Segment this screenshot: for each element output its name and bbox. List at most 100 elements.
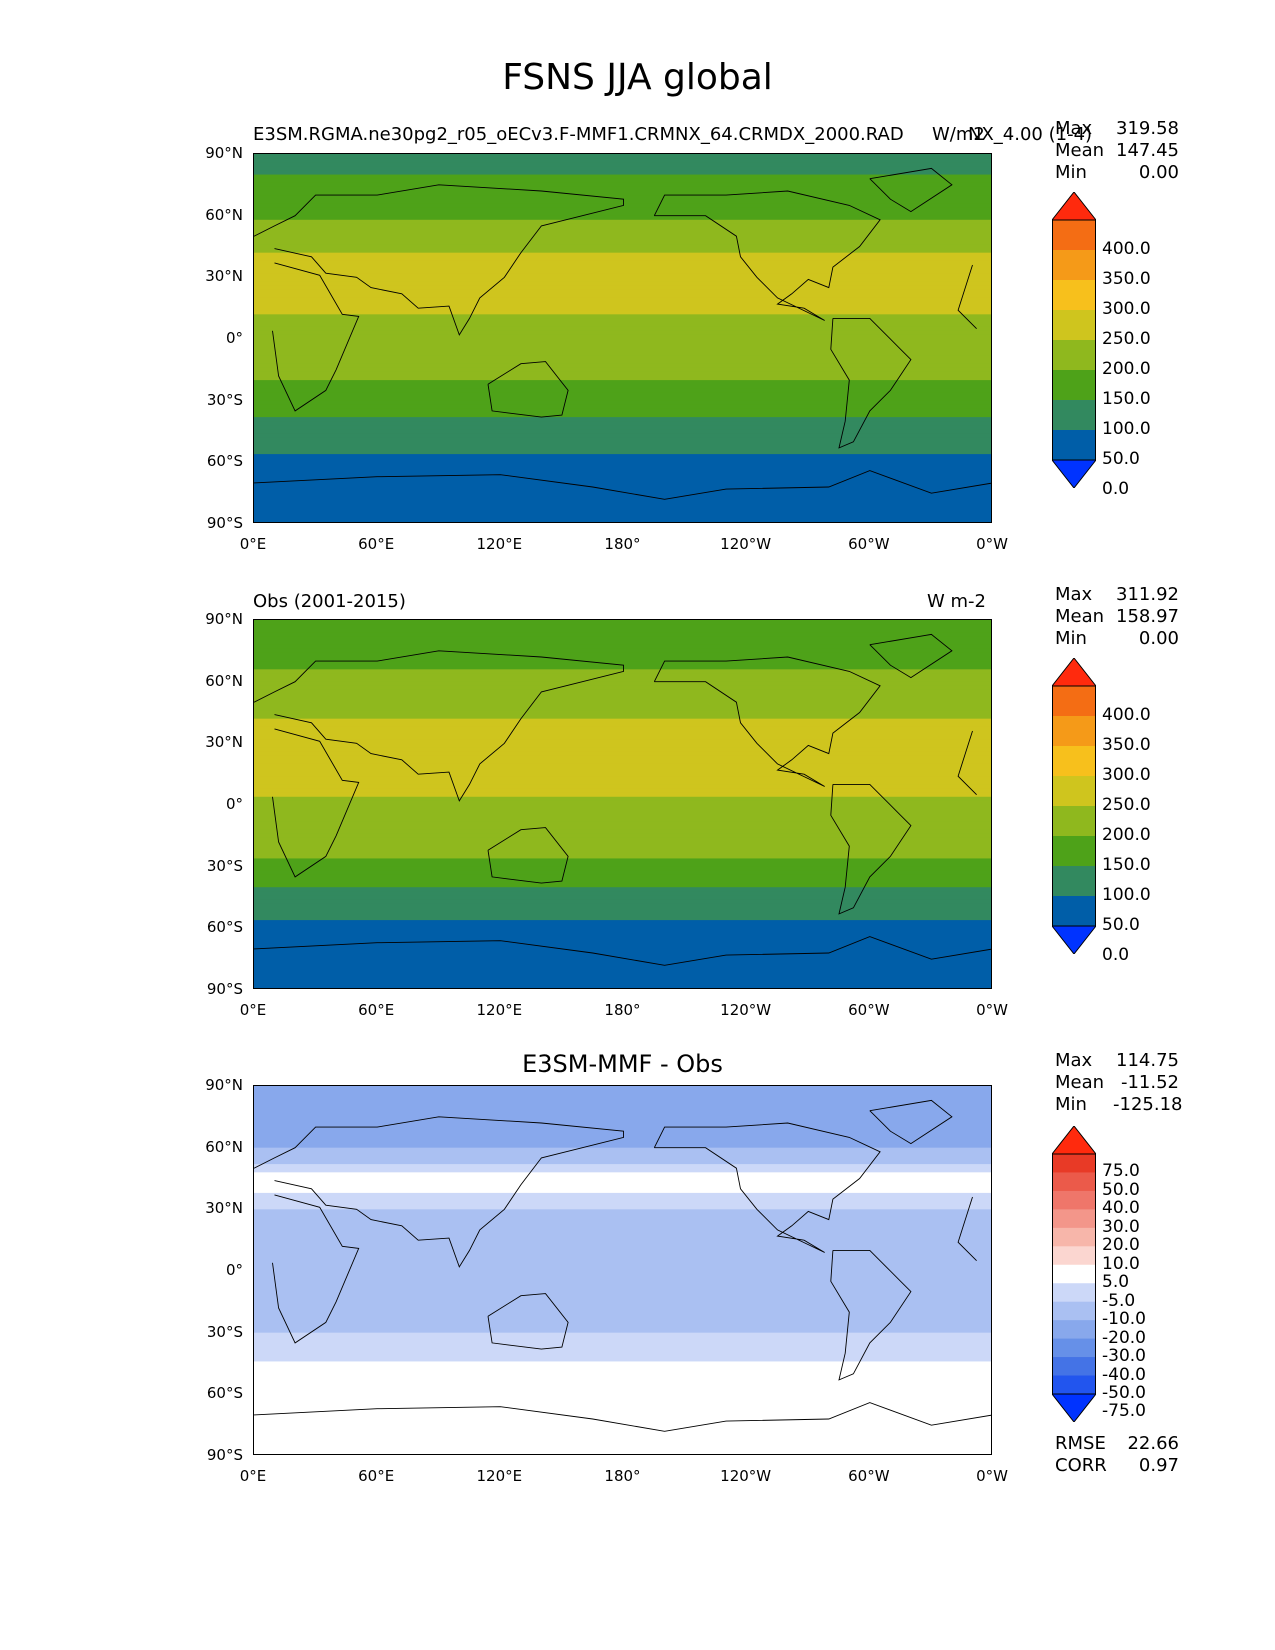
colorbar-tick-label: 40.0 — [1102, 1198, 1140, 1219]
coastline — [830, 1249, 912, 1381]
band — [254, 735, 991, 740]
band — [254, 1205, 991, 1210]
band — [254, 833, 991, 839]
band — [254, 285, 991, 291]
colorbar-segment — [1052, 1320, 1096, 1340]
band — [254, 182, 991, 188]
colorbar-tick-label: -10.0 — [1102, 1309, 1146, 1330]
band — [254, 314, 991, 320]
band — [254, 474, 991, 480]
coastline — [487, 827, 569, 884]
colorbar-tick-label: 150.0 — [1102, 389, 1151, 409]
lon-tick-label: 60°E — [358, 1001, 395, 1019]
band — [254, 1242, 991, 1247]
band — [254, 408, 991, 414]
corr-label: CORR — [1055, 1455, 1107, 1476]
band — [254, 1127, 991, 1132]
lon-tick-label: 180° — [604, 1467, 641, 1485]
min-value: 0.00 — [1138, 162, 1179, 183]
band — [254, 1312, 991, 1317]
colorbar-segment — [1052, 1264, 1096, 1284]
band — [254, 1447, 991, 1453]
band — [254, 805, 991, 810]
band — [254, 850, 991, 855]
colorbar-segment — [1052, 686, 1096, 717]
min-label: Min — [1055, 1094, 1087, 1115]
band — [254, 862, 991, 868]
zonal-bands — [254, 1086, 991, 1454]
colorbar-segment — [1052, 430, 1096, 461]
band — [254, 203, 991, 209]
band — [254, 1431, 991, 1437]
lon-tick-label: 0°E — [239, 1467, 267, 1485]
band — [254, 347, 991, 352]
band — [254, 1266, 991, 1272]
band — [254, 413, 991, 418]
band — [254, 363, 991, 369]
colorbar-tick-label: 100.0 — [1102, 419, 1151, 439]
band — [254, 1361, 991, 1367]
band — [254, 1254, 991, 1260]
lon-tick-label: 0°W — [976, 1001, 1008, 1019]
band — [254, 441, 991, 447]
panel1-map — [253, 153, 992, 523]
band — [254, 478, 991, 484]
band — [254, 928, 991, 934]
band — [254, 454, 991, 459]
band — [254, 499, 991, 505]
band — [254, 1238, 991, 1243]
band — [254, 219, 991, 225]
band — [254, 174, 991, 180]
lat-tick-label: 90°S — [206, 980, 243, 998]
band — [254, 1192, 991, 1198]
colorbar-segment — [1052, 1338, 1096, 1358]
band — [254, 269, 991, 274]
band — [254, 776, 991, 781]
band — [254, 1151, 991, 1157]
lon-tick-label: 60°W — [848, 1001, 890, 1019]
band — [254, 669, 991, 675]
band — [254, 1328, 991, 1334]
coastline — [254, 470, 991, 500]
band — [254, 640, 991, 646]
band — [254, 800, 991, 806]
lat-tick-label: 60°N — [205, 1137, 243, 1156]
band — [254, 1316, 991, 1321]
band — [254, 965, 991, 971]
colorbar-tick-label: 300.0 — [1102, 765, 1151, 785]
lon-tick-label: 60°W — [848, 1467, 890, 1485]
colorbar-segment — [1052, 400, 1096, 431]
band — [254, 240, 991, 246]
colorbar-tick-label: 250.0 — [1102, 329, 1151, 349]
band — [254, 470, 991, 476]
coastline — [272, 1194, 977, 1344]
band — [254, 788, 991, 794]
colorbar-segment — [1052, 1283, 1096, 1303]
band — [254, 689, 991, 695]
colorbar-tick-label: 0.0 — [1102, 479, 1130, 499]
band — [254, 343, 991, 348]
mean-value: 158.97 — [1116, 606, 1179, 627]
band — [254, 392, 991, 398]
lat-tick-label: 90°S — [206, 1446, 243, 1464]
band — [254, 404, 991, 410]
band — [254, 957, 991, 962]
band — [254, 223, 991, 229]
band — [254, 854, 991, 860]
lon-tick-label: 120°W — [720, 535, 772, 553]
band — [254, 232, 991, 237]
colorbar-tick-label: 150.0 — [1102, 855, 1151, 875]
band — [254, 462, 991, 468]
band — [254, 1135, 991, 1141]
band — [254, 829, 991, 835]
band — [254, 706, 991, 712]
band — [254, 1295, 991, 1301]
band — [254, 244, 991, 250]
band — [254, 1419, 991, 1424]
band — [254, 780, 991, 786]
zonal-bands — [254, 154, 991, 522]
band — [254, 388, 991, 394]
panel3-center-title: E3SM-MMF - Obs — [522, 1050, 723, 1078]
colorbar-frame — [1052, 1153, 1096, 1395]
colorbar-segment — [1052, 776, 1096, 807]
